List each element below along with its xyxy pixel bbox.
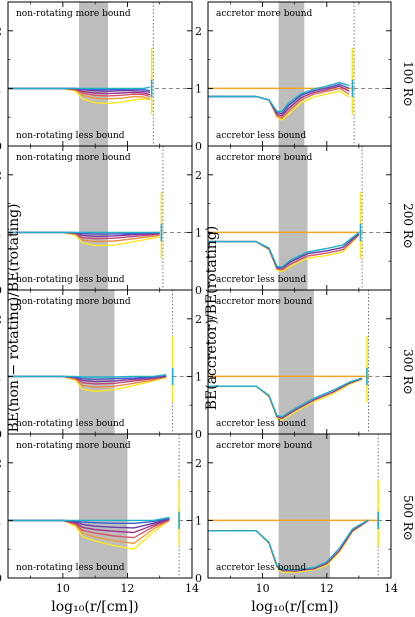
y-tick-label: 2 [195,313,202,326]
panel-p2: 0 1 2 accretor more bound accretor less boun… [195,1,392,153]
y-tick-label: 2 [0,169,2,182]
y-tick-label: 0 [195,140,202,153]
y-tick-label: 0 [0,428,2,441]
y-tick-label: 1 [195,514,202,527]
series-line [208,519,369,571]
y-tick-label: 2 [195,25,202,38]
y-tick-label: 2 [0,313,2,326]
panel-frame [7,433,193,579]
y-tick-label: 2 [0,25,2,38]
y-tick-label: 1 [0,82,2,95]
y-tick-label: 0 [195,572,202,585]
annotation-more-bound: accretor more bound [216,153,312,163]
panel-p5: 0 1 2 non-rotating more bound non-rotating l… [0,289,193,441]
annotation-more-bound: accretor more bound [216,297,312,307]
y-tick-label: 0 [195,284,202,297]
panel-p6: 0 1 2 accretor more bound accretor less boun… [195,289,392,441]
annotation-less-bound: accretor less bound [216,419,306,429]
annotation-more-bound: accretor more bound [216,9,312,19]
series-line [8,374,167,378]
row-label-500: 500 R⊙ [401,495,415,541]
y-tick-label: 1 [0,514,2,527]
y-tick-label: 1 [195,370,202,383]
y-tick-label: 0 [195,428,202,441]
series-line [8,86,151,90]
series-line [208,231,360,268]
row-label-300: 300 R⊙ [401,349,415,395]
annotation-less-bound: accretor less bound [216,275,306,285]
shaded-region [79,146,109,290]
y-tick-label: 1 [0,370,2,383]
x-tick-label: 12 [320,582,334,595]
shaded-region [278,434,330,578]
row-label-100: 100 R⊙ [401,61,415,107]
right-x-axis-label: log₁₀(r/[cm]) [251,599,338,615]
shaded-region [79,434,128,578]
y-tick-label: 0 [0,284,2,297]
shaded-region [278,290,314,434]
y-tick-label: 2 [0,457,2,470]
x-tick-label: 14 [384,582,398,595]
panel-p4: 0 1 2 accretor more bound accretor less boun… [195,145,392,297]
annotation-more-bound: non-rotating more bound [16,9,131,19]
right-y-axis-label: BE(accretor)/BE(rotating) [204,226,220,411]
panel-frame [207,433,392,579]
left-x-axis-label: log₁₀(r/[cm]) [51,599,138,615]
annotation-less-bound: accretor less bound [216,131,306,141]
annotation-more-bound: accretor more bound [216,441,312,451]
series-line [8,516,170,522]
x-tick-label: 14 [185,582,199,595]
y-tick-label: 2 [195,169,202,182]
annotation-less-bound: non-rotating less bound [16,131,125,141]
y-tick-label: 0 [0,140,2,153]
panel-p7: 012101214non-rotating more boundnon-rota… [0,433,199,595]
annotation-more-bound: non-rotating more bound [16,297,131,307]
annotation-more-bound: non-rotating more bound [16,153,131,163]
series-line [208,377,363,418]
panel-p3: 0 1 2 non-rotating more bound non-rotating l… [0,145,193,297]
y-tick-label: 1 [195,226,202,239]
annotation-more-bound: non-rotating more bound [16,441,131,451]
series-line [208,81,350,113]
y-tick-label: 1 [0,226,2,239]
shaded-region [79,2,109,146]
shaded-region [79,290,115,434]
x-tick-label: 12 [120,582,134,595]
annotation-less-bound: non-rotating less bound [16,275,125,285]
annotation-less-bound: non-rotating less bound [16,563,125,573]
y-tick-label: 2 [195,457,202,470]
panel-p1: 0 1 2 non-rotating more bound non-rotating l… [0,1,193,153]
row-label-200: 200 R⊙ [401,203,415,249]
y-tick-label: 0 [0,572,2,585]
y-tick-label: 1 [195,82,202,95]
annotation-less-bound: accretor less bound [216,563,306,573]
x-tick-label: 10 [56,582,70,595]
x-tick-label: 10 [256,582,270,595]
shaded-region [278,2,305,146]
annotation-less-bound: non-rotating less bound [16,419,125,429]
left-y-axis-label: BE(non − rotating)/BE(rotating) [6,203,22,432]
